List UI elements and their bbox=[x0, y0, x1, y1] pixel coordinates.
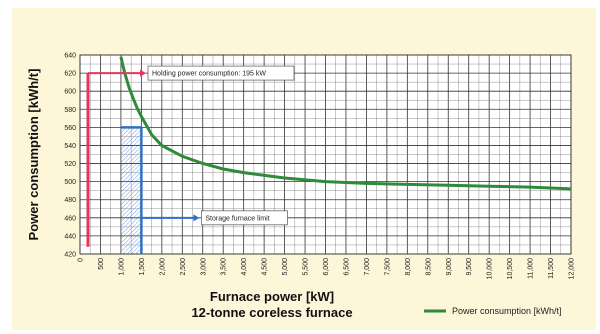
y-tick-label: 500 bbox=[64, 179, 76, 186]
holding-power-annotation: Holding power consumption: 195 kW bbox=[86, 65, 295, 247]
x-tick-label: 6,000 bbox=[323, 258, 330, 276]
power-consumption-line bbox=[119, 56, 572, 191]
y-tick-label: 560 bbox=[64, 125, 76, 132]
y-tick-label: 620 bbox=[64, 71, 76, 78]
x-tick-label: 0 bbox=[78, 258, 85, 262]
x-tick-label: 1,500 bbox=[139, 258, 146, 276]
x-tick-label: 4,000 bbox=[241, 258, 248, 276]
x-tick-label: 9,000 bbox=[446, 258, 453, 276]
x-tick-label: 7,000 bbox=[364, 258, 371, 276]
y-tick-label: 520 bbox=[64, 161, 76, 168]
x-tick-label: 11,500 bbox=[548, 258, 555, 279]
x-axis-label: Furnace power [kW] bbox=[210, 289, 334, 304]
chart-subtitle: 12-tonne coreless furnace bbox=[191, 305, 352, 320]
x-tick-label: 5,500 bbox=[303, 258, 310, 276]
x-tick-label: 11,000 bbox=[528, 258, 535, 279]
y-tick-label: 600 bbox=[64, 89, 76, 96]
annotations: Holding power consumption: 195 kW Storage… bbox=[86, 65, 295, 254]
x-tick-label: 12,000 bbox=[569, 258, 576, 280]
x-tick-label: 8,000 bbox=[405, 258, 412, 276]
x-tick-label: 2,000 bbox=[159, 258, 166, 276]
y-tick-label: 480 bbox=[64, 197, 76, 204]
x-tick-label: 6,500 bbox=[343, 258, 350, 276]
y-tick-label: 460 bbox=[64, 215, 76, 222]
storage-shaded-region bbox=[120, 127, 142, 254]
chart: 420 440 460 480 500 520 540 560 580 600 620 640 0 500… bbox=[26, 53, 576, 321]
tick-labels: 420 440 460 480 500 520 540 560 580 600 620 640 0 500… bbox=[64, 53, 575, 280]
y-tick-label: 640 bbox=[64, 53, 76, 60]
y-tick-label: 440 bbox=[64, 233, 76, 240]
x-tick-label: 7,500 bbox=[384, 258, 391, 276]
y-tick-label: 580 bbox=[64, 107, 76, 114]
storage-limit-annotation: Storage furnace limit bbox=[120, 126, 288, 254]
svg-text:Holding power consumption: 195: Holding power consumption: 195 kW bbox=[152, 71, 266, 78]
x-tick-label: 10,000 bbox=[487, 258, 494, 280]
legend-label: Power consumption [kWh/t] bbox=[452, 306, 562, 316]
x-tick-label: 3,500 bbox=[221, 258, 228, 276]
x-tick-label: 4,500 bbox=[262, 258, 269, 276]
x-tick-label: 3,000 bbox=[200, 258, 207, 276]
y-axis-label: Power consumption [kWh/t] bbox=[26, 69, 41, 241]
svg-text:Storage furnace limit: Storage furnace limit bbox=[205, 215, 269, 222]
x-tick-label: 10,500 bbox=[507, 258, 514, 280]
chart-frame: 420 440 460 480 500 520 540 560 580 600 620 640 0 500… bbox=[12, 8, 596, 330]
y-tick-label: 420 bbox=[64, 252, 76, 259]
x-tick-label: 2,500 bbox=[180, 258, 187, 276]
x-tick-label: 500 bbox=[98, 258, 105, 270]
x-tick-label: 8,500 bbox=[425, 258, 432, 276]
x-tick-label: 5,000 bbox=[282, 258, 289, 276]
x-tick-label: 9,500 bbox=[466, 258, 473, 276]
x-tick-label: 1,000 bbox=[118, 258, 125, 276]
y-tick-label: 540 bbox=[64, 143, 76, 150]
